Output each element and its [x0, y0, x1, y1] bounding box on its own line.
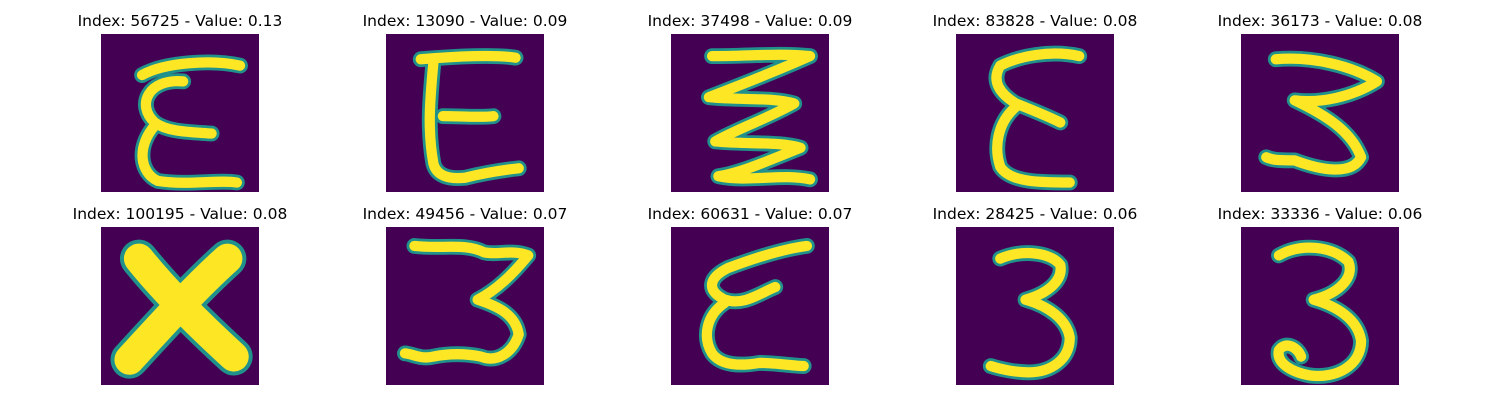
glyph-three-curled	[1270, 239, 1369, 384]
glyph-image	[956, 34, 1114, 192]
glyph-image	[101, 34, 259, 192]
glyph-image	[386, 227, 544, 385]
glyph-image	[671, 227, 829, 385]
glyph-image	[1241, 227, 1399, 385]
glyph-three-wavy	[397, 238, 537, 367]
glyph-epsilon-slanted	[134, 54, 248, 191]
glyph-epsilon-narrow	[988, 45, 1088, 191]
glyph-stroke-core	[991, 48, 1085, 188]
image-panel: Index: 13090 - Value: 0.09	[345, 12, 585, 197]
glyph-image	[1241, 34, 1399, 192]
panel-title: Index: 100195 - Value: 0.08	[72, 205, 288, 223]
glyph-image	[386, 34, 544, 192]
glyph-stroke-core	[701, 240, 813, 372]
glyph-stroke-core	[399, 240, 534, 364]
glyph-zigzag	[701, 46, 818, 188]
panel-title: Index: 49456 - Value: 0.07	[362, 205, 568, 223]
image-panel: Index: 28425 - Value: 0.06	[915, 205, 1155, 390]
panel-title: Index: 33336 - Value: 0.06	[1217, 205, 1423, 223]
glyph-stroke-core	[1273, 242, 1367, 382]
glyph-image	[101, 227, 259, 385]
panel-title: Index: 28425 - Value: 0.06	[932, 205, 1138, 223]
glyph-stroke-core	[1261, 53, 1383, 175]
glyph-stroke-core	[415, 50, 524, 184]
panel-title: Index: 60631 - Value: 0.07	[647, 205, 853, 223]
image-panel: Index: 33336 - Value: 0.06	[1200, 205, 1440, 390]
image-panel: Index: 83828 - Value: 0.08	[915, 12, 1155, 197]
image-panel: Index: 56725 - Value: 0.13	[60, 12, 300, 197]
image-panel: Index: 60631 - Value: 0.07	[630, 205, 870, 390]
panel-title: Index: 56725 - Value: 0.13	[77, 12, 283, 30]
panel-title: Index: 37498 - Value: 0.09	[647, 12, 853, 30]
image-panel: Index: 100195 - Value: 0.08	[60, 205, 300, 390]
glyph-epsilon-wavy	[699, 238, 815, 374]
glyph-stroke-core	[114, 243, 249, 375]
glyph-stroke-core	[703, 49, 816, 185]
panel-title: Index: 83828 - Value: 0.08	[932, 12, 1138, 30]
glyph-stroke-core	[985, 248, 1075, 378]
glyph-image	[671, 34, 829, 192]
glyph-stroke-edge	[397, 238, 537, 367]
glyph-three-round	[982, 245, 1078, 381]
panel-title: Index: 13090 - Value: 0.09	[362, 12, 568, 30]
glyph-three-angular	[1258, 50, 1385, 178]
image-panel: Index: 36173 - Value: 0.08	[1200, 12, 1440, 197]
panel-title: Index: 36173 - Value: 0.08	[1217, 12, 1423, 30]
image-panel: Index: 49456 - Value: 0.07	[345, 205, 585, 390]
glyph-E-no-middle-bar	[412, 48, 527, 187]
glyph-stroke-core	[136, 57, 246, 188]
glyph-x-cross	[110, 239, 253, 379]
glyph-image	[956, 227, 1114, 385]
image-panel: Index: 37498 - Value: 0.09	[630, 12, 870, 197]
